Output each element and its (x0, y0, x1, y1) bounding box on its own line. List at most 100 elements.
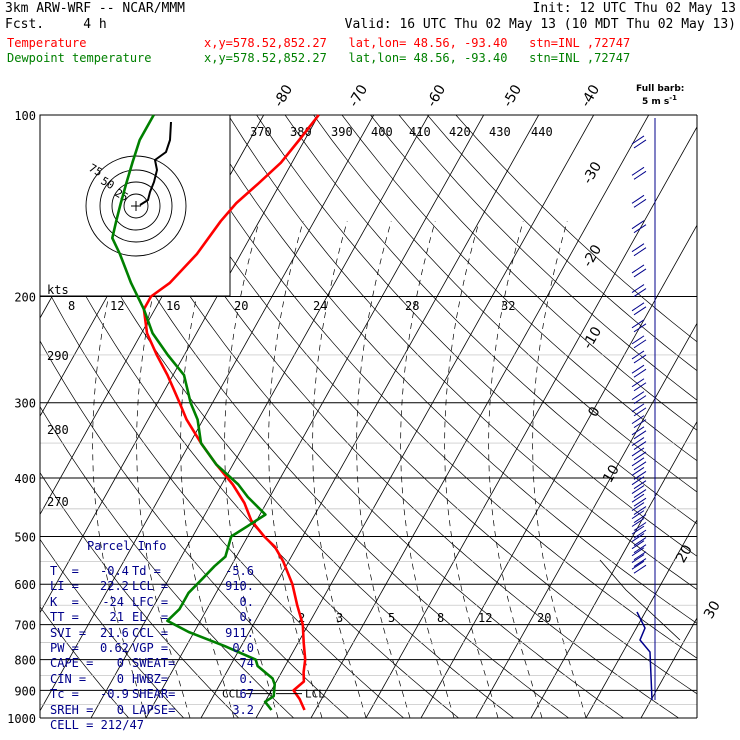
barb-key-line2: 5 m s (642, 97, 670, 107)
parcel-cell: SVI = (50, 625, 87, 640)
parcel-cell: CAPE = (50, 656, 94, 671)
parcel-cell: LAPSE= (132, 702, 176, 717)
parcel-cell: T = (50, 564, 79, 578)
isotherm-label: 20 (673, 542, 696, 565)
isotherm-label: -80 (271, 82, 296, 110)
wind-barb (633, 339, 647, 349)
isotherm-line (90, 115, 430, 718)
wind-barb (633, 522, 647, 531)
wind-barb (631, 220, 645, 230)
wind-barb-key: Full barb: 5 m s-1 (636, 85, 684, 107)
theta-label: 370 (250, 125, 272, 139)
parcel-cell: -5.6 (225, 564, 254, 578)
legend-temperature-label: Temperature (7, 36, 87, 50)
wind-barb (631, 476, 645, 486)
parcel-info-title: Parcel Info (87, 539, 167, 553)
wind-barb (633, 419, 647, 429)
parcel-cell: -24 (102, 594, 124, 609)
wind-barb (633, 247, 647, 257)
wind-barb (631, 302, 645, 312)
forecast-hour: Fcst. 4 h (5, 17, 107, 32)
parcel-cell: -0.9 (100, 687, 129, 702)
wind-barb (631, 166, 645, 176)
mixing-ratio-label: 8 (68, 299, 75, 313)
low-level-wind-trace (636, 611, 653, 701)
mixing-ratio-label: 5 (388, 611, 395, 625)
mixing-ratio-label: 3 (336, 611, 343, 625)
wind-barb (631, 466, 645, 476)
theta-label: 430 (489, 125, 511, 139)
dewpoint-line (111, 114, 277, 711)
isotherm-label: -30 (580, 159, 605, 187)
mixing-ratio-label: 12 (110, 299, 124, 313)
dry-adiabat-line (256, 115, 697, 557)
wind-barb (631, 533, 645, 542)
parcel-cell: SWEAT= (132, 656, 176, 671)
parcel-cell: 0.0 (232, 641, 254, 655)
mixing-ratio-label: 24 (313, 299, 327, 313)
hodograph-trace (139, 121, 172, 206)
wind-barb (633, 544, 647, 554)
pressure-tick-label: 600 (14, 578, 36, 592)
wind-barb (631, 364, 645, 374)
theta-label: 420 (449, 125, 471, 139)
wind-barb (633, 288, 647, 297)
wind-barb (633, 198, 647, 208)
isotherm-label: -50 (500, 82, 525, 110)
parcel-cell: 67 (239, 687, 254, 702)
parcel-cell: HWBZ= (132, 671, 169, 686)
wind-barb (633, 368, 647, 378)
parcel-cell: 910. (225, 579, 254, 594)
isotherm-line (200, 115, 540, 718)
mixing-ratio-label: 20 (537, 611, 551, 625)
mixing-ratio-label: 16 (166, 299, 180, 313)
pressure-tick-label: 500 (14, 530, 36, 544)
wind-barb (631, 547, 645, 557)
wind-barb (631, 391, 645, 401)
wind-barb (631, 415, 645, 425)
isotherm-label: -60 (424, 82, 449, 110)
pressure-tick-label: 1000 (7, 712, 36, 726)
dry-adiabat-line (227, 115, 697, 590)
hodograph-ring (123, 193, 149, 219)
theta-label: 280 (47, 423, 69, 437)
mixing-ratio-label: 12 (478, 611, 492, 625)
wind-barb (631, 319, 645, 329)
wind-barb (633, 451, 647, 461)
parcel-cell: LCL = (132, 579, 169, 594)
parcel-cell: CELL = 212/47 (50, 718, 144, 732)
theta-label: 380 (290, 125, 312, 139)
wind-barb (633, 506, 647, 515)
valid-time: Valid: 16 UTC Thu 02 May 13 (10 MDT Thu … (344, 17, 736, 32)
dry-adiabat-line (427, 115, 697, 372)
parcel-cell: SHEAR= (132, 687, 176, 702)
wind-barb (631, 426, 645, 436)
wind-barb (631, 378, 645, 388)
parcel-cell: 0 (116, 702, 124, 717)
wind-barb (633, 170, 647, 180)
hodograph-axis-label: kts (47, 283, 69, 297)
wind-barb (631, 525, 645, 535)
wind-barb (631, 502, 645, 511)
moist-adiabat-line (268, 221, 323, 718)
pressure-tick-label: 100 (14, 109, 36, 123)
pressure-tick-label: 300 (14, 397, 36, 411)
moist-adiabat-line (488, 221, 543, 718)
moist-adiabat-line (532, 221, 587, 718)
legend-temperature-info: x,y=578.52,852.27 lat,lon= 48.56, -93.40… (204, 36, 631, 50)
parcel-cell: PW = (50, 641, 79, 655)
mixing-ratio-label: 32 (501, 299, 515, 313)
dry-adiabat-line (398, 115, 697, 401)
wind-barb (631, 350, 645, 360)
wind-barb (633, 461, 647, 471)
parcel-cell: K = (50, 594, 79, 609)
isotherm-label: -70 (346, 82, 371, 110)
wind-barb (633, 441, 647, 450)
wind-barb (633, 139, 647, 149)
isotherm-label: -20 (580, 242, 605, 270)
wind-barb (631, 284, 645, 293)
isotherm-line (640, 617, 697, 718)
wind-barb (633, 407, 647, 417)
wind-barb (633, 470, 647, 480)
parcel-cell: 0 (116, 656, 124, 671)
